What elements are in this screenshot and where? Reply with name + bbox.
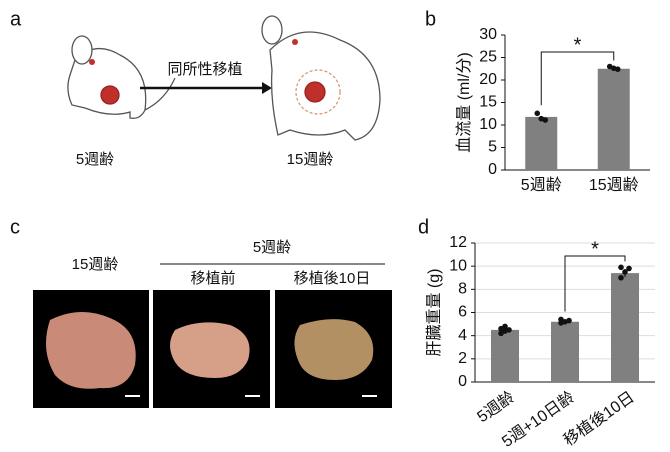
y-tick-label: 0 bbox=[488, 161, 497, 178]
photo bbox=[275, 290, 392, 408]
y-tick-label: 5 bbox=[488, 139, 497, 156]
significance-bracket bbox=[540, 51, 615, 106]
y-axis-label: 血流量 (ml/分) bbox=[455, 52, 473, 152]
data-point bbox=[618, 274, 624, 281]
y-tick-label: 4 bbox=[458, 327, 467, 344]
panel-label: d bbox=[418, 216, 429, 238]
data-point bbox=[534, 110, 541, 117]
data-point bbox=[506, 327, 512, 333]
panel-label: b bbox=[425, 8, 436, 30]
caption: 5週齢 bbox=[76, 151, 114, 168]
y-tick-label: 10 bbox=[479, 116, 497, 133]
data-point bbox=[622, 269, 628, 275]
data-point bbox=[542, 117, 549, 123]
photo bbox=[153, 290, 270, 408]
data-point bbox=[618, 264, 624, 271]
x-tick-label: 15週齢 bbox=[589, 176, 639, 194]
bar bbox=[491, 329, 519, 382]
bar bbox=[551, 321, 579, 382]
sub-label: 移植前 bbox=[190, 270, 235, 287]
y-tick-label: 8 bbox=[458, 281, 467, 298]
significance-mark: * bbox=[591, 238, 599, 260]
significance-mark: * bbox=[574, 34, 582, 56]
y-tick-label: 2 bbox=[458, 350, 467, 367]
data-point bbox=[502, 323, 508, 330]
data-point bbox=[614, 66, 621, 72]
x-tick-label: 5週齢 bbox=[521, 176, 562, 194]
y-axis-label: 肝臓重量 (g) bbox=[425, 268, 443, 356]
group-label: 15週齢 bbox=[72, 256, 119, 273]
data-point bbox=[626, 265, 632, 272]
sub-label: 移植後10日 bbox=[294, 270, 371, 287]
panel-label: a bbox=[10, 8, 22, 30]
mouse-large bbox=[261, 15, 381, 141]
bar bbox=[611, 273, 639, 382]
y-tick-label: 0 bbox=[458, 373, 467, 390]
panel-label: c bbox=[10, 216, 20, 238]
y-tick-label: 10 bbox=[449, 257, 467, 274]
caption: 15週齢 bbox=[287, 151, 334, 168]
y-tick-label: 20 bbox=[479, 71, 497, 88]
arrowhead bbox=[262, 82, 272, 94]
y-tick-label: 6 bbox=[458, 304, 467, 321]
significance-bracket bbox=[564, 255, 626, 312]
group-label: 5週齢 bbox=[253, 239, 291, 256]
y-tick-label: 12 bbox=[449, 234, 467, 251]
x-tick-label: 5週齢 bbox=[474, 388, 518, 426]
bar bbox=[525, 116, 558, 170]
mouse-small bbox=[67, 35, 176, 119]
arrow-text: 同所性移植 bbox=[167, 61, 242, 78]
bar bbox=[597, 68, 630, 170]
data-point bbox=[558, 316, 564, 323]
data-point bbox=[566, 317, 572, 324]
y-tick-label: 25 bbox=[479, 49, 497, 66]
y-tick-label: 15 bbox=[479, 94, 497, 111]
photo bbox=[33, 290, 149, 408]
y-tick-label: 30 bbox=[479, 26, 497, 43]
